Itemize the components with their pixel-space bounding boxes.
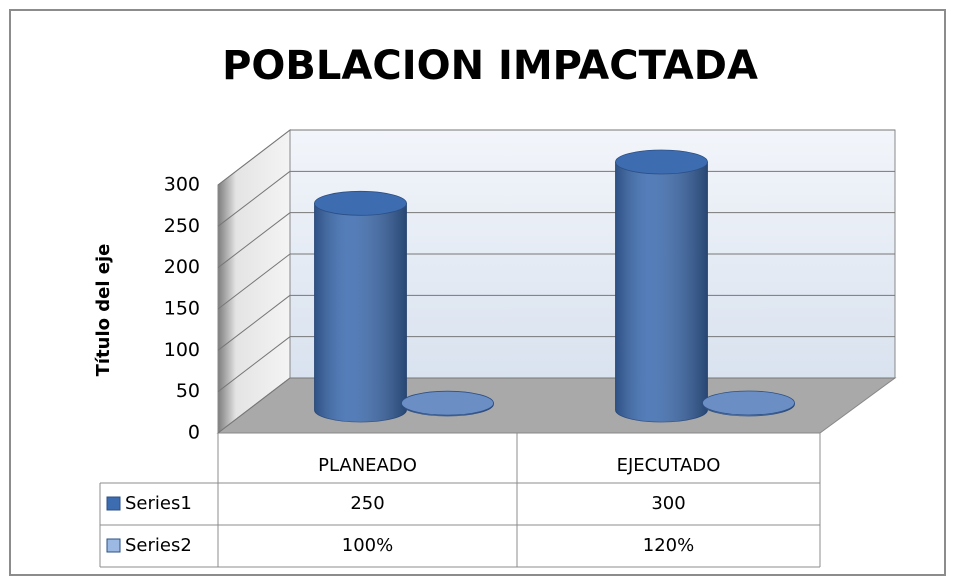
- legend-label: Series2: [125, 535, 192, 556]
- legend-label: Series1: [125, 493, 192, 514]
- y-axis-title: Título del eje: [93, 244, 114, 377]
- cylinder-top: [401, 390, 494, 416]
- cylinder-top: [314, 190, 407, 216]
- y-tick-label: 300: [164, 174, 200, 196]
- table-value: 300: [651, 493, 685, 514]
- chart-title: POBLACION IMPACTADA: [222, 43, 758, 89]
- data-table: [99, 433, 821, 568]
- category-label: PLANEADO: [318, 455, 417, 476]
- table-value: 100%: [342, 535, 393, 556]
- cylinder-shade: [615, 162, 708, 422]
- y-tick-label: 50: [176, 380, 200, 402]
- grid-line: [217, 212, 291, 269]
- y-tick-label: 150: [164, 298, 200, 320]
- table-value: 120%: [643, 535, 694, 556]
- y-tick-label: 0: [188, 422, 200, 444]
- y-tick-label: 250: [164, 215, 200, 237]
- cylinder-top: [702, 390, 795, 416]
- y-tick-label: 200: [164, 256, 200, 278]
- table-value: 250: [350, 493, 384, 514]
- category-label: EJECUTADO: [617, 455, 721, 476]
- grid-line: [217, 253, 291, 310]
- legend-key: [106, 538, 121, 553]
- grid-line: [217, 294, 291, 351]
- y-tick-label: 100: [164, 339, 200, 361]
- grid-line: [217, 170, 291, 227]
- cylinder-top: [615, 149, 708, 175]
- legend-key: [106, 496, 121, 511]
- grid-line: [217, 377, 291, 434]
- grid-line: [217, 129, 291, 186]
- grid-line: [217, 336, 291, 393]
- cylinder-shade: [314, 203, 407, 422]
